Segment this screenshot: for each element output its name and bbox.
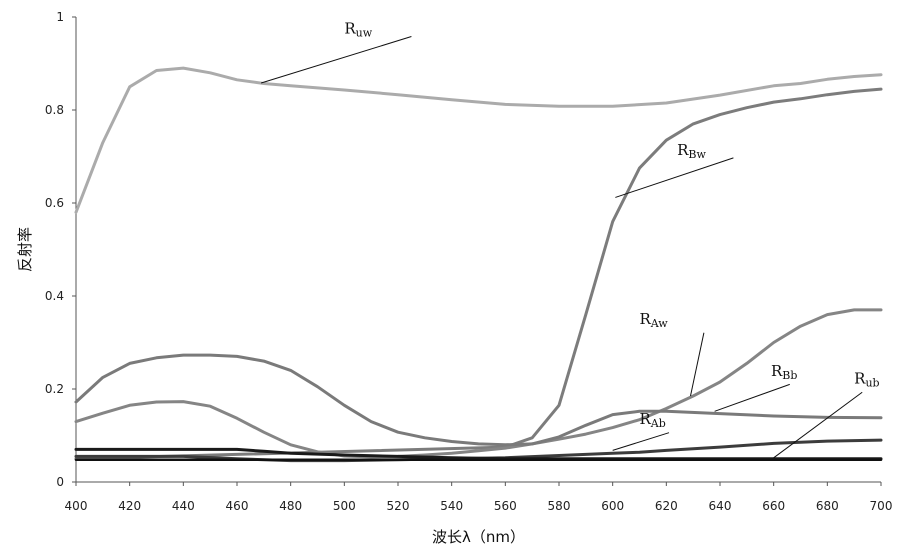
x-tick-label: 500	[333, 499, 356, 513]
series-line-1	[76, 68, 881, 212]
x-tick-label: 600	[601, 499, 624, 513]
y-tick-label: 0.8	[45, 103, 64, 117]
annotation-label: Rub	[854, 369, 879, 389]
x-axis-title: 波长λ（nm）	[432, 528, 525, 546]
y-tick-label: 1	[56, 10, 64, 24]
y-tick-label: 0	[56, 475, 64, 489]
series-line-3	[76, 310, 881, 457]
annotation-label: RBw	[677, 141, 706, 161]
y-axis-title: 反射率	[16, 227, 34, 272]
x-tick-label: 660	[762, 499, 785, 513]
y-tick-label: 0.2	[45, 382, 64, 396]
x-tick-label: 480	[279, 499, 302, 513]
annotation-RBb: RBb	[715, 362, 798, 411]
series-layer	[76, 68, 881, 461]
annotation-leader-line	[715, 384, 790, 411]
y-tick-label: 0.6	[45, 196, 64, 210]
annotation-label: Ruw	[344, 19, 372, 39]
annotation-RBw: RBw	[615, 141, 733, 197]
annotation-label: RAw	[640, 310, 669, 330]
annotation-leader-line	[261, 37, 411, 84]
annotation-Rub: Rub	[774, 369, 880, 457]
x-tick-label: 560	[494, 499, 517, 513]
x-tick-label: 460	[226, 499, 249, 513]
x-tick-label: 580	[548, 499, 571, 513]
x-tick-label: 700	[870, 499, 893, 513]
x-tick-label: 640	[709, 499, 732, 513]
annotation-Ruw: Ruw	[261, 19, 411, 83]
series-line-4	[76, 355, 881, 445]
x-tick-label: 420	[118, 499, 141, 513]
x-tick-label: 400	[65, 499, 88, 513]
x-ticks: 400 420 440 460 480 500 520 540 560 580 600 620 640 6…	[65, 482, 893, 513]
x-tick-label: 680	[816, 499, 839, 513]
annotation-label: RBb	[771, 362, 797, 382]
x-tick-label: 620	[655, 499, 678, 513]
x-tick-label: 440	[172, 499, 195, 513]
annotation-leader-line	[613, 433, 669, 451]
x-tick-label: 540	[440, 499, 463, 513]
plot-area: 0 0.2 0.4 0.6 0.8 1 400 420 440 460 480 500 520 540 5…	[45, 10, 893, 513]
y-tick-label: 0.4	[45, 289, 64, 303]
annotation-RAb: RAb	[613, 410, 669, 451]
annotation-RAw: RAw	[640, 310, 704, 396]
annotation-leader-line	[774, 392, 863, 458]
y-ticks: 0 0.2 0.4 0.6 0.8 1	[45, 10, 76, 489]
annotation-leader-line	[690, 333, 703, 396]
x-tick-label: 520	[387, 499, 410, 513]
